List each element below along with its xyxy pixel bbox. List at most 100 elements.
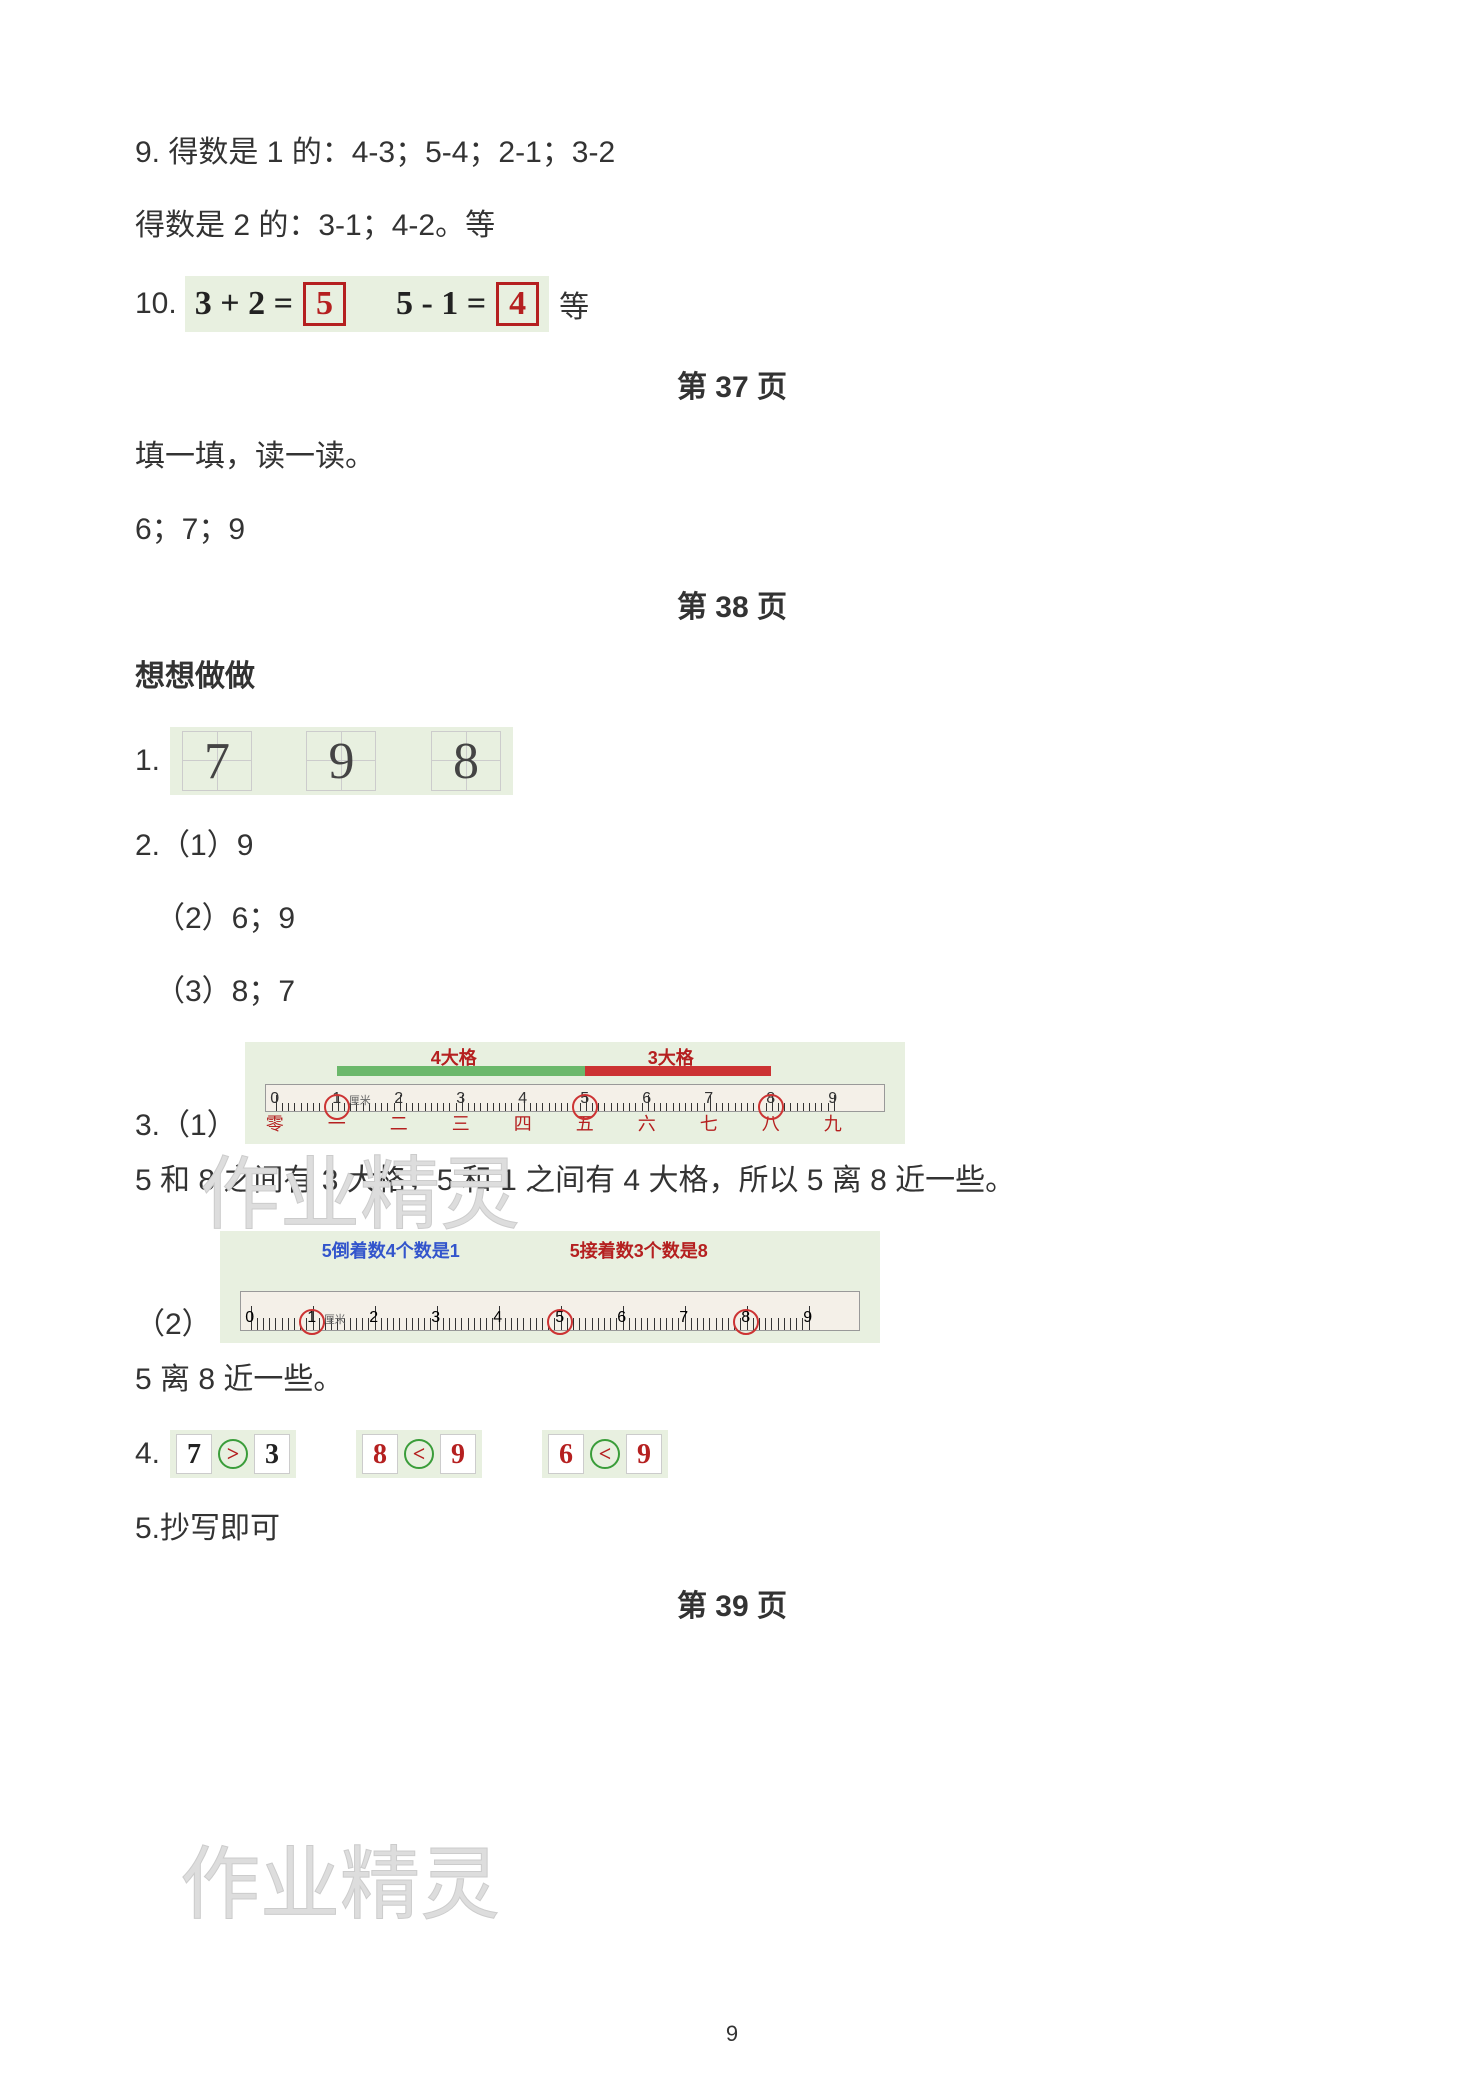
ruler2-minor-tick — [387, 1318, 388, 1330]
q4-op: < — [404, 1439, 434, 1469]
ruler1-circle — [324, 1094, 350, 1120]
ruler2-minor-tick — [709, 1318, 710, 1330]
ruler2-number: 9 — [803, 1309, 812, 1327]
q4-b: 3 — [254, 1434, 290, 1474]
ruler2-minor-tick — [257, 1318, 258, 1330]
ruler2-minor-tick — [486, 1318, 487, 1330]
ruler2-number: 7 — [679, 1309, 688, 1327]
q2-line2: （2）6；9 — [135, 896, 1329, 941]
ruler2-minor-tick — [263, 1318, 264, 1330]
q10-ans2: 4 — [496, 282, 539, 326]
q4-a: 6 — [548, 1434, 584, 1474]
page38-sub: 想想做做 — [135, 654, 1329, 699]
q1-num-1: 9 — [306, 731, 376, 791]
q3-explain1: 5 和 8 之间有 3 大格，5 和 1 之间有 4 大格，所以 5 离 8 近… — [135, 1158, 1329, 1203]
ruler1-minor-tick — [561, 1103, 562, 1111]
ruler1-minor-tick — [487, 1103, 488, 1111]
ruler1-minor-tick — [499, 1103, 500, 1111]
q4-op: < — [590, 1439, 620, 1469]
q4-a: 7 — [176, 1434, 212, 1474]
ruler1-red-label: 3大格 — [648, 1044, 694, 1070]
q4-item: 6<9 — [542, 1430, 668, 1478]
ruler1-minor-tick — [623, 1103, 624, 1111]
ruler1-minor-tick — [741, 1103, 742, 1111]
page39-heading: 第 39 页 — [135, 1581, 1329, 1625]
ruler1-minor-tick — [666, 1103, 667, 1111]
ruler1-minor-tick — [493, 1103, 494, 1111]
ruler2-minor-tick — [654, 1318, 655, 1330]
ruler2-minor-tick — [790, 1318, 791, 1330]
ruler2-minor-tick — [443, 1318, 444, 1330]
ruler1-minor-tick — [307, 1103, 308, 1111]
q4-prefix: 4. — [135, 1437, 160, 1471]
ruler1-minor-tick — [431, 1103, 432, 1111]
ruler2-minor-tick — [275, 1318, 276, 1330]
ruler1-chinese: 零 — [266, 1110, 284, 1136]
ruler2-minor-tick — [635, 1318, 636, 1330]
ruler2-minor-tick — [511, 1318, 512, 1330]
ruler1-minor-tick — [549, 1103, 550, 1111]
ruler-2: 5倒着数4个数是15接着数3个数是80123456789厘米 — [220, 1231, 880, 1343]
ruler2-unit: 厘米 — [324, 1311, 346, 1327]
ruler2-minor-tick — [629, 1318, 630, 1330]
ruler1-minor-tick — [425, 1103, 426, 1111]
ruler1-minor-tick — [474, 1103, 475, 1111]
ruler1-minor-tick — [387, 1103, 388, 1111]
ruler2-minor-tick — [666, 1318, 667, 1330]
ruler2-minor-tick — [765, 1318, 766, 1330]
ruler1-minor-tick — [747, 1103, 748, 1111]
ruler2-minor-tick — [399, 1318, 400, 1330]
q10-strip: 3 + 2 = 5 5 - 1 = 4 — [185, 276, 549, 332]
ruler1-circle — [758, 1094, 784, 1120]
page37-heading: 第 37 页 — [135, 362, 1329, 406]
ruler2-minor-tick — [461, 1318, 462, 1330]
ruler2-number: 3 — [431, 1309, 440, 1327]
ruler2-minor-tick — [771, 1318, 772, 1330]
ruler1-minor-tick — [809, 1103, 810, 1111]
ruler2-minor-tick — [412, 1318, 413, 1330]
ruler2-minor-tick — [604, 1318, 605, 1330]
ruler1-minor-tick — [412, 1103, 413, 1111]
q3-1-row: 3.（1） 4大格3大格0零1一2二3三4四5五6六7七8八9九厘米 — [135, 1042, 1329, 1144]
ruler1-minor-tick — [611, 1103, 612, 1111]
q4-b: 9 — [626, 1434, 662, 1474]
ruler-1: 4大格3大格0零1一2二3三4四5五6六7七8八9九厘米 — [245, 1042, 905, 1144]
ruler1-number: 3 — [456, 1090, 465, 1108]
ruler1-minor-tick — [797, 1103, 798, 1111]
ruler2-circle — [299, 1309, 325, 1335]
ruler2-number: 2 — [369, 1309, 378, 1327]
ruler2-minor-tick — [474, 1318, 475, 1330]
ruler2-minor-tick — [647, 1318, 648, 1330]
ruler2-minor-tick — [505, 1318, 506, 1330]
ruler1-green-label: 4大格 — [431, 1044, 477, 1070]
ruler2-minor-tick — [362, 1318, 363, 1330]
ruler2-minor-tick — [716, 1318, 717, 1330]
q4-b: 9 — [440, 1434, 476, 1474]
q10-suffix: 等 — [559, 282, 589, 326]
ruler1-minor-tick — [480, 1103, 481, 1111]
q10-ans1: 5 — [303, 282, 346, 326]
ruler2-circle — [733, 1309, 759, 1335]
q4-item: 7>3 — [170, 1430, 296, 1478]
ruler2-minor-tick — [778, 1318, 779, 1330]
page-number: 9 — [726, 2021, 738, 2047]
ruler1-minor-tick — [288, 1103, 289, 1111]
ruler2-minor-tick — [449, 1318, 450, 1330]
ruler1-number: 0 — [270, 1090, 279, 1108]
ruler1-chinese: 七 — [700, 1110, 718, 1136]
ruler2-minor-tick — [468, 1318, 469, 1330]
ruler2-minor-tick — [288, 1318, 289, 1330]
ruler1-number: 6 — [642, 1090, 651, 1108]
q4-row: 4. 7>38<96<9 — [135, 1430, 1329, 1478]
ruler1-minor-tick — [673, 1103, 674, 1111]
ruler1-minor-tick — [505, 1103, 506, 1111]
page38-heading: 第 38 页 — [135, 582, 1329, 626]
q1-num-2: 8 — [431, 731, 501, 791]
ruler1-minor-tick — [511, 1103, 512, 1111]
ruler1-minor-tick — [598, 1103, 599, 1111]
ruler1-minor-tick — [691, 1103, 692, 1111]
q10-prefix: 10. — [135, 287, 177, 321]
ruler2-minor-tick — [455, 1318, 456, 1330]
ruler1-number: 2 — [394, 1090, 403, 1108]
ruler2-minor-tick — [424, 1318, 425, 1330]
